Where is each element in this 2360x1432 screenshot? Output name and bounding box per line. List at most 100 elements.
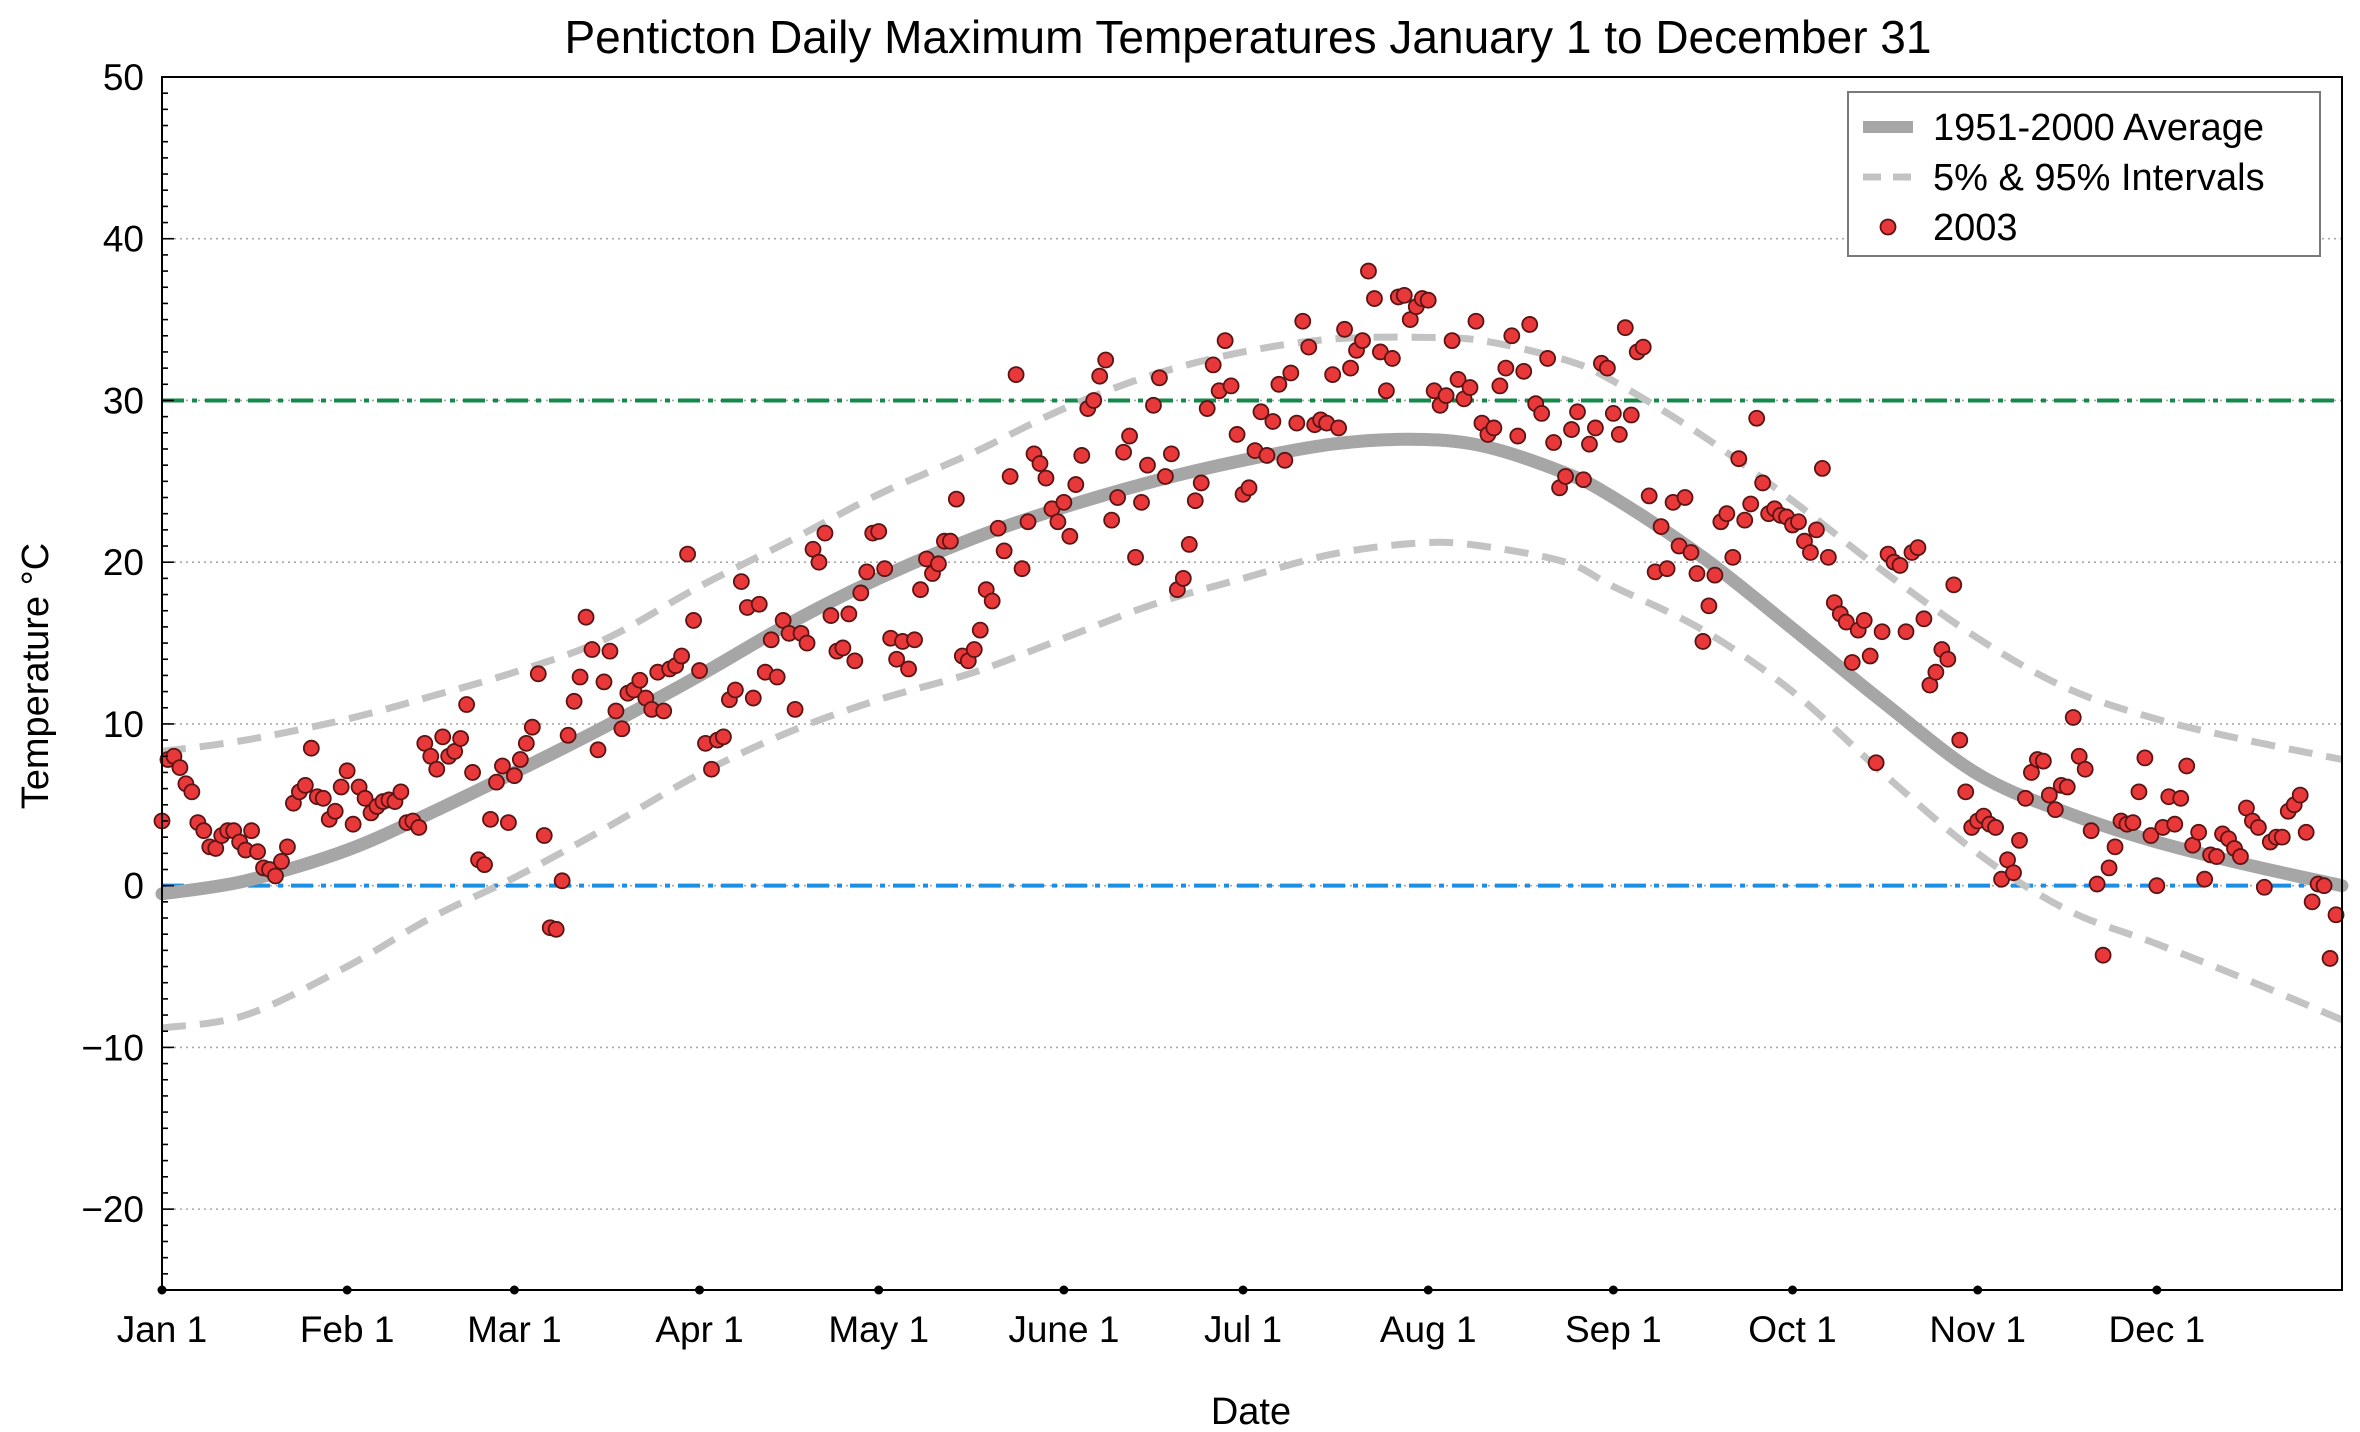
data-point	[1575, 471, 1592, 489]
data-point	[1085, 392, 1103, 409]
data-point	[1001, 468, 1019, 485]
data-point	[2321, 950, 2339, 967]
data-point	[500, 814, 517, 831]
y-tick-label: −20	[81, 1189, 144, 1230]
data-point	[846, 652, 864, 670]
data-point	[691, 662, 708, 679]
data-point	[1336, 320, 1353, 338]
data-point	[1330, 419, 1348, 437]
data-point	[732, 573, 750, 591]
data-point	[2017, 789, 2034, 807]
data-point	[810, 553, 828, 571]
data-point	[2124, 814, 2142, 831]
x-axis-ticks: Jan 1 Feb 1 Mar 1 Apr 1 May 1 June 1 Jul 1 Aug …	[117, 1285, 2205, 1350]
data-point	[1151, 369, 1168, 387]
data-point	[2291, 786, 2309, 804]
data-point	[2011, 831, 2028, 849]
data-point	[1156, 468, 1174, 485]
data-point	[482, 810, 499, 828]
legend-box	[1847, 91, 2321, 257]
data-point	[2190, 823, 2208, 841]
data-point	[995, 542, 1013, 560]
data-point	[1174, 569, 1192, 587]
data-point	[1198, 400, 1216, 417]
legend: 1951-2000 Average 5% & 95% Intervals 200…	[1847, 91, 2321, 257]
data-point	[1897, 623, 1915, 641]
data-point	[1891, 557, 1909, 574]
data-point	[1855, 612, 1873, 629]
legend-average-label: 1951-2000 Average	[1933, 107, 2264, 149]
data-point	[183, 783, 201, 801]
data-point	[1324, 366, 1342, 383]
data-point	[464, 764, 481, 781]
data-point	[1300, 338, 1318, 356]
data-point	[1216, 332, 1234, 350]
data-point	[912, 581, 929, 599]
data-point	[2040, 786, 2058, 804]
data-point	[1282, 364, 1300, 382]
data-point	[1097, 351, 1115, 369]
data-point	[1192, 474, 1210, 492]
x-tick-mark	[874, 1285, 884, 1295]
data-point	[888, 650, 906, 668]
data-point	[2208, 848, 2225, 865]
data-point	[1581, 435, 1598, 453]
data-point	[1360, 262, 1377, 280]
data-point	[1515, 362, 1533, 380]
data-point	[1031, 455, 1049, 472]
data-point	[2082, 822, 2100, 840]
interval-95-line	[161, 333, 2343, 763]
data-point	[1742, 495, 1760, 513]
data-point	[553, 872, 571, 890]
data-point	[2315, 877, 2333, 895]
data-point	[607, 702, 625, 720]
x-tick-mark	[157, 1285, 167, 1295]
x-tick-label: May 1	[828, 1309, 929, 1350]
data-point	[1145, 396, 1162, 414]
data-point	[1652, 518, 1670, 536]
data-point	[1533, 405, 1551, 422]
x-tick-label: Nov 1	[1929, 1309, 2026, 1350]
data-point	[314, 789, 332, 807]
data-point	[392, 783, 410, 801]
data-point	[1461, 379, 1479, 396]
x-tick-mark	[1238, 1285, 1248, 1295]
data-point	[703, 760, 720, 778]
data-point	[494, 757, 511, 775]
plot-frame	[161, 76, 2343, 1291]
data-point	[529, 665, 547, 683]
data-point	[1049, 513, 1067, 531]
data-point	[1861, 647, 1879, 665]
data-point	[858, 563, 876, 581]
data-point	[1354, 332, 1371, 350]
data-point	[2005, 864, 2022, 882]
data-point	[1503, 327, 1521, 345]
data-point	[1987, 819, 2004, 836]
data-point	[613, 720, 631, 738]
y-tick-label: 40	[103, 219, 144, 260]
data-point	[1563, 421, 1580, 438]
data-point	[1121, 427, 1138, 445]
data-point	[1013, 560, 1031, 578]
data-point	[1109, 489, 1127, 506]
data-point	[947, 490, 965, 508]
data-point	[1957, 783, 1975, 801]
data-point	[876, 560, 894, 578]
data-point	[1808, 521, 1825, 539]
data-point	[595, 673, 613, 691]
data-point	[1790, 513, 1807, 531]
data-point	[195, 822, 213, 840]
data-point	[296, 776, 314, 794]
data-point	[2094, 946, 2112, 964]
data-point	[900, 660, 917, 678]
data-point	[1449, 371, 1467, 388]
data-point	[1700, 597, 1718, 615]
data-point	[1843, 654, 1861, 671]
data-point	[1067, 476, 1085, 493]
data-point	[1909, 539, 1927, 557]
data-point	[2100, 859, 2118, 877]
data-point	[715, 728, 732, 746]
data-point	[1658, 560, 1676, 578]
y-tick-label: 10	[103, 704, 144, 745]
data-point	[1915, 610, 1933, 628]
